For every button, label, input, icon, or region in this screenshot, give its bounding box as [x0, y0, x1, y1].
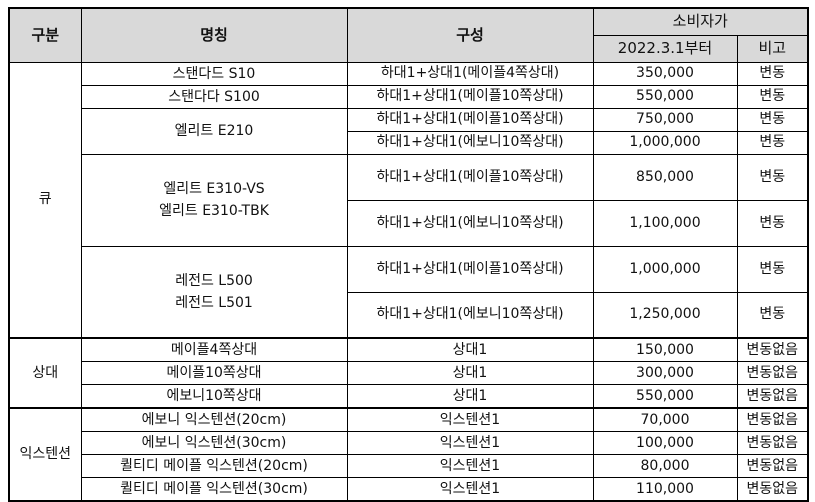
price-cell: 550,000: [592, 384, 738, 409]
remark-cell: 변동: [736, 107, 809, 132]
price-cell: 750,000: [592, 107, 738, 132]
config-cell: 하대1+상대1(메이플10쪽상대): [346, 107, 594, 132]
price-cell: 850,000: [592, 153, 738, 201]
table-row: 하대1+상대1(에보니10쪽상대) 1,250,000 변동: [9, 291, 809, 339]
price-cell: 80,000: [592, 454, 738, 478]
remark-cell: 변동: [736, 153, 809, 201]
product-name: 퀼티디 메이플 익스텐션(20cm): [120, 458, 308, 474]
product-name-cell: 메이플4쪽상대: [80, 337, 348, 362]
header-price-group: 소비자가: [592, 7, 809, 36]
product-name-cell: 엘리트 E210: [80, 107, 348, 155]
product-name-cell: 스탠다드 S10: [80, 61, 348, 86]
table-row: 상대 메이플4쪽상대 상대1 150,000 변동없음: [8, 337, 809, 409]
price-cell: 150,000: [592, 337, 738, 362]
product-name: 에보니 익스텐션(20cm): [141, 412, 287, 428]
product-name: 레전드 L501: [175, 294, 253, 311]
remark-cell: 변동없음: [736, 337, 809, 362]
product-name-cell: 에보니 익스텐션(30cm): [80, 431, 348, 455]
table-row: 퀼티디 메이플 익스텐션(20cm) 익스텐션1 80,000 변동없음: [9, 454, 809, 478]
header-price-date: 2022.3.1부터: [592, 34, 738, 63]
product-name: 에보니 익스텐션(30cm): [141, 435, 287, 451]
product-name-cell: 스탠다다 S100: [80, 84, 348, 109]
config-cell: 익스텐션1: [346, 477, 594, 502]
table-row: 에보니10쪽상대 상대1 550,000 변동없음: [9, 384, 809, 409]
product-name: 엘리트 E310-VS: [163, 181, 265, 197]
remark-cell: 변동없음: [736, 454, 809, 478]
config-cell: 익스텐션1: [346, 431, 594, 455]
remark-cell: 변동없음: [736, 431, 809, 455]
header-group: 구분: [8, 7, 82, 63]
price-cell: 1,250,000: [592, 291, 738, 339]
config-cell: 익스텐션1: [346, 454, 594, 478]
config-cell: 하대1+상대1(메이플4쪽상대): [346, 61, 594, 86]
config-cell: 하대1+상대1(메이플10쪽상대): [346, 245, 594, 293]
table-row: 익스텐션 에보니 익스텐션(20cm) 익스텐션1 70,000 변동없음: [8, 407, 809, 502]
table-row: 스탠다다 S100 하대1+상대1(메이플10쪽상대) 550,000 변동: [9, 84, 809, 109]
product-name: 에보니10쪽상대: [166, 388, 262, 404]
config-cell: 상대1: [346, 384, 594, 409]
product-name-cell: 레전드 L500 레전드 L501: [80, 245, 348, 339]
config-cell: 하대1+상대1(메이플10쪽상대): [346, 84, 594, 109]
product-name: 레전드 L500: [175, 272, 253, 289]
price-cell: 1,100,000: [592, 199, 738, 247]
product-name-cell: 메이플10쪽상대: [80, 361, 348, 385]
price-cell: 350,000: [592, 61, 738, 86]
remark-cell: 변동: [736, 291, 809, 339]
config-cell: 하대1+상대1(메이플10쪽상대): [346, 153, 594, 201]
price-cell: 300,000: [592, 361, 738, 385]
price-cell: 70,000: [592, 407, 738, 432]
config-cell: 하대1+상대1(에보니10쪽상대): [346, 199, 594, 247]
remark-cell: 변동: [736, 245, 809, 293]
table-row: 엘리트 E210 하대1+상대1(메이플10쪽상대) 750,000 변동: [9, 107, 809, 155]
product-name: 스탠다다 S100: [168, 88, 260, 105]
price-table: 구분 명칭 구성 소비자가 2022.3.1부터 비고 큐 스탠다드 S10 하대1…: [8, 7, 809, 502]
table-row: 하대1+상대1(에보니10쪽상대) 1,100,000 변동: [9, 199, 809, 247]
product-name-cell: 에보니 익스텐션(20cm): [80, 407, 348, 432]
product-name: 엘리트 E210: [174, 123, 254, 139]
price-cell: 1,000,000: [592, 130, 738, 155]
config-cell: 익스텐션1: [346, 407, 594, 432]
table-body: 큐 스탠다드 S10 하대1+상대1(메이플4쪽상대) 350,000 변동 스탠다다 S…: [8, 61, 809, 502]
remark-cell: 변동없음: [736, 477, 809, 502]
product-name: 퀼티디 메이플 익스텐션(30cm): [120, 481, 308, 497]
table-header: 구분 명칭 구성 소비자가 2022.3.1부터 비고: [8, 7, 809, 63]
remark-cell: 변동없음: [736, 407, 809, 432]
product-name: 엘리트 E310-TBK: [159, 203, 269, 219]
remark-cell: 변동: [736, 61, 809, 86]
price-cell: 1,000,000: [592, 245, 738, 293]
table-row: 큐 스탠다드 S10 하대1+상대1(메이플4쪽상대) 350,000 변동: [8, 61, 809, 339]
product-name-cell: 엘리트 E310-VS 엘리트 E310-TBK: [80, 153, 348, 247]
product-name: 메이플10쪽상대: [166, 365, 262, 381]
header-remark: 비고: [736, 34, 809, 63]
table-row: 메이플10쪽상대 상대1 300,000 변동없음: [9, 361, 809, 385]
remark-cell: 변동없음: [736, 384, 809, 409]
group-cell: 익스텐션: [8, 407, 82, 502]
price-cell: 110,000: [592, 477, 738, 502]
config-cell: 하대1+상대1(에보니10쪽상대): [346, 130, 594, 155]
table-row: 에보니 익스텐션(30cm) 익스텐션1 100,000 변동없음: [9, 431, 809, 455]
header-config: 구성: [346, 7, 594, 63]
product-name: 메이플4쪽상대: [170, 342, 258, 358]
table-row: 엘리트 E310-VS 엘리트 E310-TBK 하대1+상대1(메이플10쪽상대)…: [9, 153, 809, 247]
group-cell: 상대: [8, 337, 82, 409]
remark-cell: 변동없음: [736, 361, 809, 385]
product-name-cell: 에보니10쪽상대: [80, 384, 348, 409]
table-row: 레전드 L500 레전드 L501 하대1+상대1(메이플10쪽상대) 1,000,0…: [9, 245, 809, 339]
header-name: 명칭: [80, 7, 348, 63]
group-cell: 큐: [8, 61, 82, 339]
price-cell: 100,000: [592, 431, 738, 455]
table-row: 퀼티디 메이플 익스텐션(30cm) 익스텐션1 110,000 변동없음: [9, 477, 809, 502]
product-name-cell: 퀼티디 메이플 익스텐션(20cm): [80, 454, 348, 478]
table-row: 하대1+상대1(에보니10쪽상대) 1,000,000 변동: [9, 130, 809, 155]
config-cell: 상대1: [346, 337, 594, 362]
product-name: 스탠다드 S10: [172, 65, 256, 82]
config-cell: 하대1+상대1(에보니10쪽상대): [346, 291, 594, 339]
price-cell: 550,000: [592, 84, 738, 109]
remark-cell: 변동: [736, 199, 809, 247]
remark-cell: 변동: [736, 84, 809, 109]
remark-cell: 변동: [736, 130, 809, 155]
product-name-cell: 퀼티디 메이플 익스텐션(30cm): [80, 477, 348, 502]
config-cell: 상대1: [346, 361, 594, 385]
